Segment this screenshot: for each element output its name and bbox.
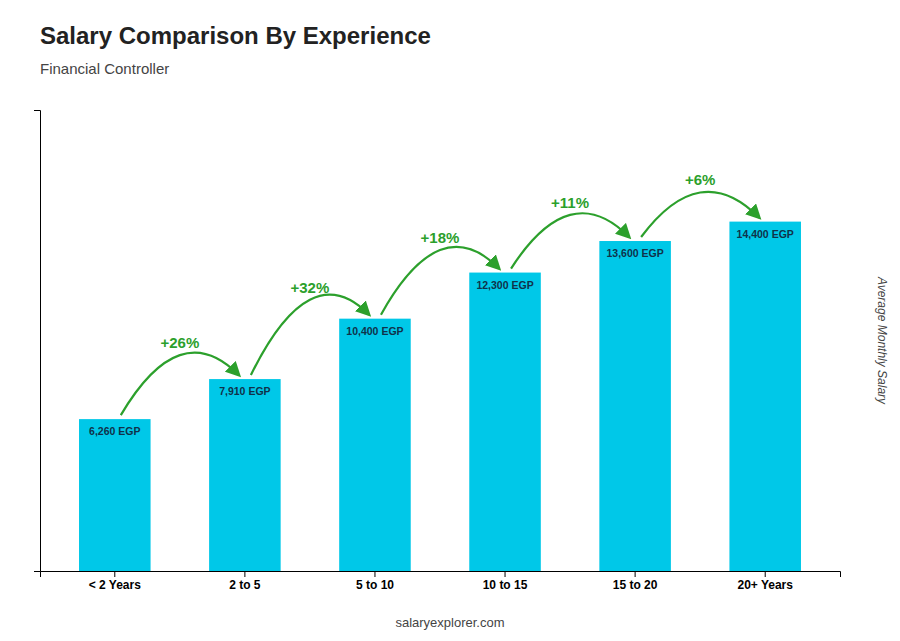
x-tick-label: 2 to 5 (229, 578, 261, 592)
change-arrow (641, 192, 759, 237)
data-label: 10,400 EGP (346, 325, 403, 337)
x-tick-mark (114, 571, 115, 577)
footer-text: salaryexplorer.com (395, 615, 504, 630)
y-axis (34, 111, 41, 572)
subtitle: Financial Controller (40, 60, 169, 77)
bar (209, 379, 281, 571)
x-tick-label: 10 to 15 (483, 578, 528, 592)
change-label: +6% (685, 171, 715, 188)
chart-container: Salary Comparison By Experience Financial… (0, 0, 900, 641)
change-arrow (511, 213, 629, 268)
bar (469, 273, 541, 571)
data-label: 12,300 EGP (476, 279, 533, 291)
bar (599, 241, 671, 571)
change-label: +32% (291, 279, 330, 296)
change-arrow (381, 247, 499, 315)
x-tick-label: 15 to 20 (613, 578, 658, 592)
data-labels: 6,260 EGP 7,910 EGP 10,400 EGP 12,300 EGP 13… (89, 228, 794, 438)
x-tick-mark (374, 571, 375, 577)
change-label: +11% (551, 194, 589, 211)
plot-area (79, 222, 801, 571)
data-label: 13,600 EGP (607, 247, 664, 259)
x-tick: 10 to 15 (483, 571, 528, 592)
bar (339, 319, 411, 571)
x-tick-label: 5 to 10 (356, 578, 394, 592)
y-axis-title: Average Monthly Salary (875, 276, 889, 405)
x-axis: < 2 Years 2 to 5 5 to 10 10 to 15 15 to 20 20… (41, 571, 841, 592)
data-label: 14,400 EGP (737, 228, 794, 240)
bar (79, 419, 151, 571)
change-label: +18% (421, 229, 460, 246)
y-axis-line (34, 111, 41, 572)
x-tick-mark (635, 571, 636, 577)
change-label: +26% (160, 334, 199, 351)
title: Salary Comparison By Experience (40, 22, 431, 49)
change-arrow (251, 295, 369, 375)
x-tick: 15 to 20 (613, 571, 658, 592)
footer: salaryexplorer.com (395, 615, 504, 630)
x-tick-mark (244, 571, 245, 577)
x-axis-line (41, 572, 841, 578)
x-tick-label: < 2 Years (89, 578, 141, 592)
x-tick: < 2 Years (89, 571, 141, 592)
chart-svg: Salary Comparison By Experience Financial… (0, 0, 900, 641)
x-tick-label: 20+ Years (737, 578, 793, 592)
data-label: 7,910 EGP (219, 385, 270, 397)
bar (729, 222, 801, 571)
x-tick: 20+ Years (737, 571, 793, 592)
x-tick-mark (765, 571, 766, 577)
x-tick: 5 to 10 (356, 571, 394, 592)
x-tick-mark (505, 571, 506, 577)
change-annotations: +26% +32% +18% +11% +6% (121, 171, 759, 415)
change-arrow (121, 353, 239, 416)
data-label: 6,260 EGP (89, 425, 140, 437)
x-tick: 2 to 5 (229, 571, 261, 592)
